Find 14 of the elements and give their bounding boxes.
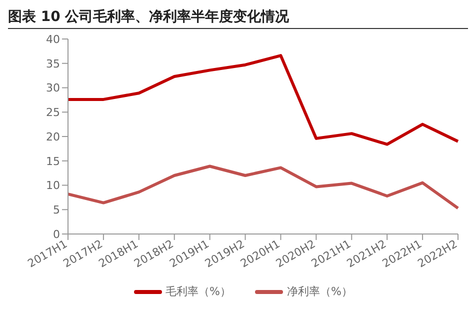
y-tick-label: 5 <box>53 204 60 217</box>
line-series <box>66 54 460 146</box>
y-tick-label: 35 <box>46 57 60 70</box>
y-tick-label: 10 <box>46 179 60 192</box>
legend-label: 净利率（%） <box>286 284 352 299</box>
y-tick-label: 30 <box>46 82 60 95</box>
line-series <box>66 164 460 210</box>
y-tick-label: 0 <box>53 228 60 241</box>
chart-title: 图表 10 公司毛利率、净利率半年度变化情况 <box>8 8 468 29</box>
y-tick-label: 40 <box>46 32 60 46</box>
y-tick-label: 20 <box>46 130 60 144</box>
y-tick-label: 25 <box>46 106 60 120</box>
y-tick-label: 15 <box>46 154 60 168</box>
legend-label: 毛利率（%） <box>164 284 231 299</box>
